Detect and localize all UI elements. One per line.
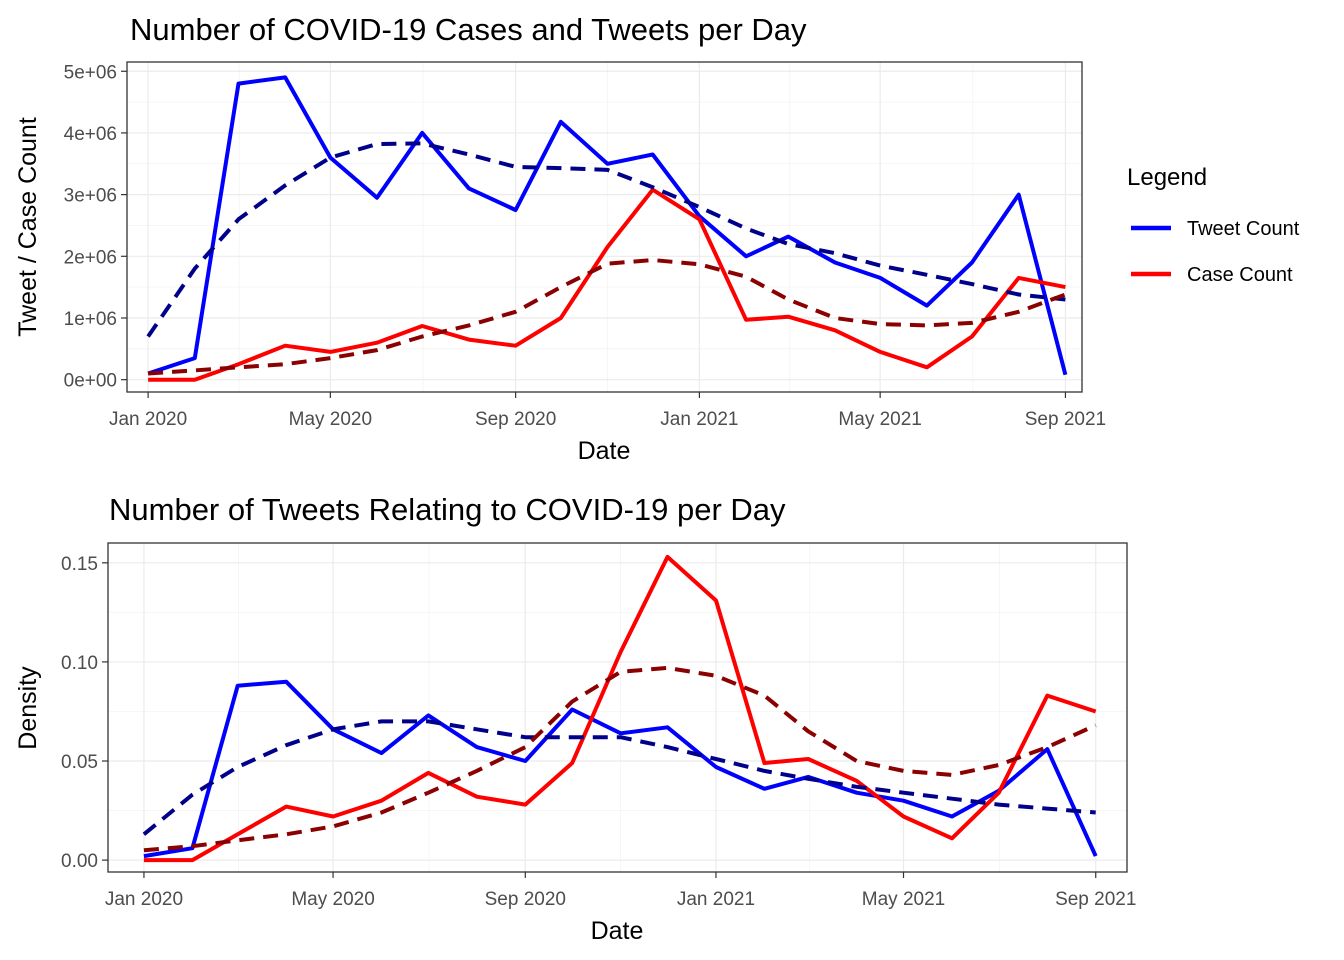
legend: Legend Tweet Count Case Count bbox=[1127, 164, 1300, 286]
y-tick-label: 0.15 bbox=[61, 554, 98, 575]
x-tick-label: May 2020 bbox=[289, 409, 372, 430]
chart-title: Number of COVID-19 Cases and Tweets per … bbox=[130, 12, 807, 47]
legend-item-tweet-count: Tweet Count bbox=[1131, 218, 1300, 240]
plot-panel bbox=[108, 543, 1127, 872]
x-axis: Jan 2020 May 2020 Sep 2020 Jan 2021 May 2021… bbox=[109, 392, 1106, 430]
x-tick-label: Jan 2021 bbox=[660, 409, 738, 430]
y-tick-label: 4e+06 bbox=[64, 124, 117, 145]
x-tick-label: Sep 2020 bbox=[475, 409, 556, 430]
x-axis-title: Date bbox=[578, 437, 631, 465]
y-tick-label: 0.00 bbox=[61, 851, 98, 872]
y-axis: 0e+00 1e+06 2e+06 3e+06 4e+06 5e+06 bbox=[64, 62, 127, 392]
y-tick-label: 1e+06 bbox=[64, 309, 117, 330]
cases-tweets-chart: Number of COVID-19 Cases and Tweets per … bbox=[14, 12, 1300, 465]
y-tick-label: 0.10 bbox=[61, 653, 98, 674]
series-line-case-count bbox=[148, 187, 1066, 382]
y-axis-title: Tweet / Case Count bbox=[14, 117, 42, 337]
series-line-tweet-count bbox=[147, 75, 1068, 376]
gridlines bbox=[127, 62, 1082, 392]
series-line-trend-2 bbox=[142, 719, 1096, 836]
x-tick-label: Jan 2020 bbox=[109, 409, 187, 430]
x-tick-label: May 2020 bbox=[291, 889, 374, 910]
y-tick-label: 5e+06 bbox=[64, 62, 117, 83]
legend-item-case-count: Case Count bbox=[1131, 264, 1293, 286]
x-tick-label: Sep 2021 bbox=[1025, 409, 1106, 430]
series-lines bbox=[142, 554, 1098, 863]
legend-title: Legend bbox=[1127, 164, 1207, 191]
series-line-trend-3 bbox=[147, 258, 1067, 376]
x-tick-label: May 2021 bbox=[838, 409, 921, 430]
plot-panel bbox=[127, 62, 1082, 392]
x-tick-label: Sep 2021 bbox=[1055, 889, 1136, 910]
x-tick-label: Jan 2021 bbox=[677, 889, 755, 910]
tweet-density-chart: Number of Tweets Relating to COVID-19 pe… bbox=[14, 492, 1136, 945]
series-lines bbox=[146, 75, 1068, 382]
y-axis-title: Density bbox=[14, 666, 42, 750]
series-line-trend-2 bbox=[146, 141, 1066, 338]
chart-title: Number of Tweets Relating to COVID-19 pe… bbox=[109, 492, 786, 527]
legend-label-tweet-count: Tweet Count bbox=[1187, 218, 1300, 240]
y-tick-label: 0.05 bbox=[61, 752, 98, 773]
x-tick-label: Sep 2020 bbox=[485, 889, 566, 910]
x-axis: Jan 2020 May 2020 Sep 2020 Jan 2021 May 2021… bbox=[105, 872, 1136, 910]
panel-border bbox=[126, 61, 1083, 393]
x-tick-label: Jan 2020 bbox=[105, 889, 183, 910]
x-axis-title: Date bbox=[591, 917, 644, 945]
series-line-line-0 bbox=[143, 679, 1098, 859]
y-tick-label: 3e+06 bbox=[64, 186, 117, 207]
series-line-line-1 bbox=[143, 554, 1097, 863]
legend-label-case-count: Case Count bbox=[1187, 264, 1293, 286]
y-axis: 0.00 0.05 0.10 0.15 bbox=[61, 554, 108, 872]
y-tick-label: 0e+00 bbox=[64, 371, 117, 392]
x-tick-label: May 2021 bbox=[862, 889, 945, 910]
panel-border bbox=[107, 542, 1128, 873]
y-tick-label: 2e+06 bbox=[64, 247, 117, 268]
